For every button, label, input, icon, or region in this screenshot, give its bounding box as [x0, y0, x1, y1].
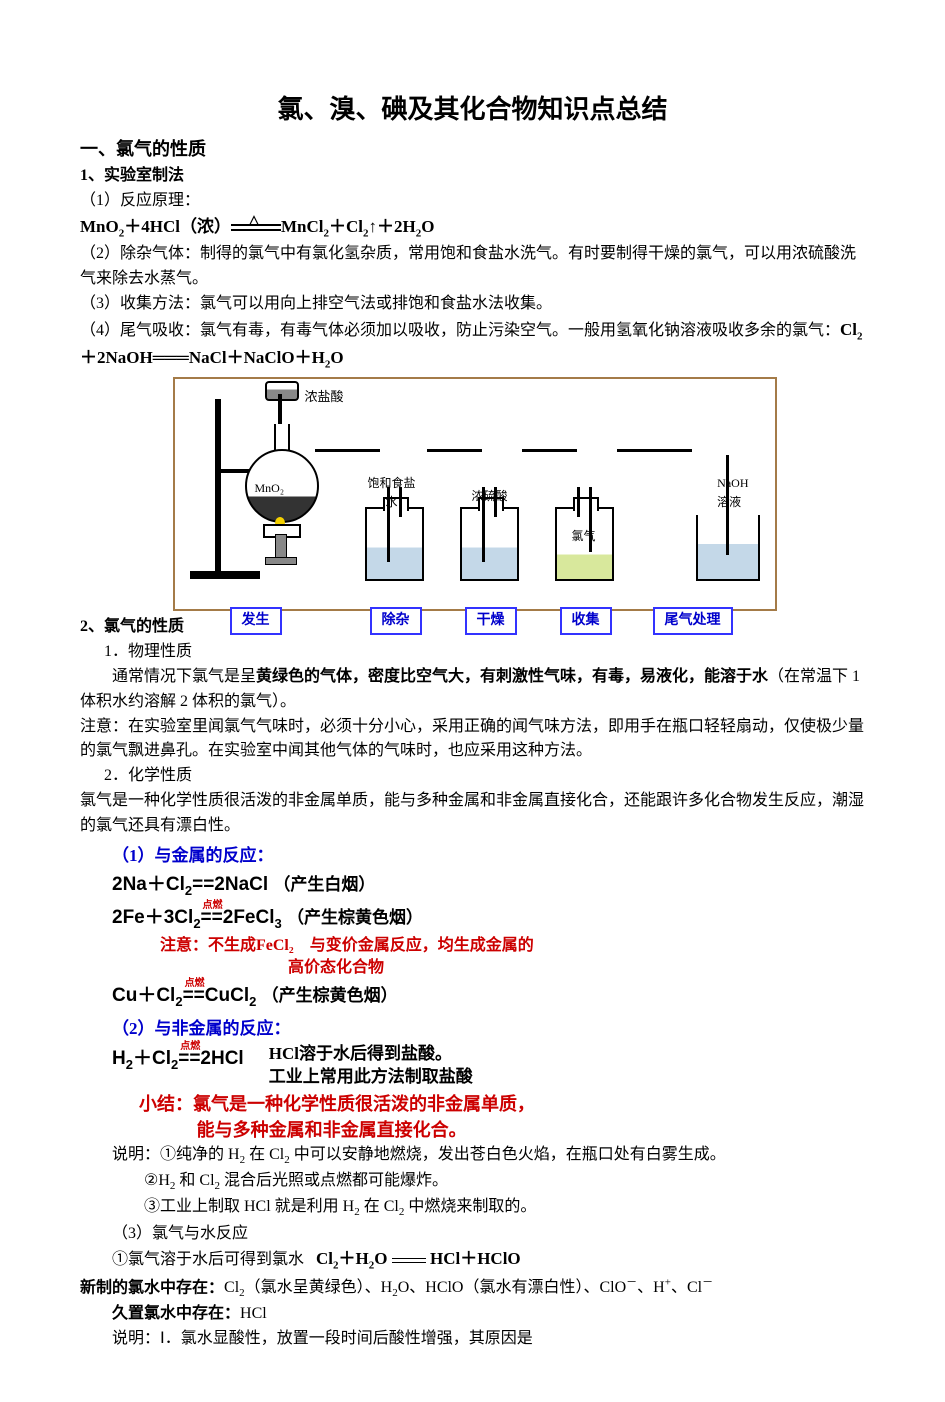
footer-collect: 收集	[560, 607, 612, 635]
document-page: 氯、溴、碘及其化合物知识点总结 一、氯气的性质 1、实验室制法 （1）反应原理：…	[0, 0, 945, 1402]
rxn-h2-row: H2＋Cl2==点燃2HCl HCl溶于水后得到盐酸。 工业上常用此方法制取盐酸	[112, 1043, 865, 1089]
explain-3: ③工业上制取 HCl 就是利用 H2 在 Cl2 中燃烧来制取的。	[80, 1195, 865, 1221]
chem-head: 2．化学性质	[80, 764, 865, 789]
chem-intro: 氯气是一种化学性质很活泼的非金属单质，能与多种金属和非金属直接化合，还能跟许多化…	[80, 789, 865, 839]
red-summary: 小结：氯气是一种化学性质很活泼的非金属单质， 能与多种金属和非金属直接化合。	[139, 1091, 865, 1143]
footer-purify: 除杂	[370, 607, 422, 635]
hcl-label: 浓盐酸	[305, 387, 344, 407]
doc-title: 氯、溴、碘及其化合物知识点总结	[80, 90, 865, 130]
phys-body: 通常情况下氯气是呈黄绿色的气体，密度比空气大，有刺激性气味，有毒，易液化，能溶于…	[80, 665, 865, 715]
footer-tail: 尾气处理	[653, 607, 733, 635]
gas-label: 氯气	[569, 527, 599, 546]
aged-line: 久置氯水中存在：HCl	[80, 1302, 865, 1327]
fresh-line: 新制的氯水中存在：Cl2（氯水呈黄绿色）、H2O、HClO（氯水有漂白性）、Cl…	[80, 1275, 865, 1303]
phys-head: 1．物理性质	[80, 640, 865, 665]
apparatus-diagram: MnO₂ 浓盐酸 饱和食盐水	[173, 377, 773, 611]
sub-1-heading: 1、实验室制法	[80, 164, 865, 189]
item-4-text: （4）尾气吸收：氯气有毒，有毒气体必须加以吸收，防止污染空气。一般用氢氧化钠溶液…	[80, 317, 865, 374]
h2-side1: HCl溶于水后得到盐酸。	[269, 1043, 473, 1066]
rxn-na: 2Na＋Cl2==2NaCl （产生白烟）	[112, 869, 865, 902]
red-note-fe: 注意：不生成FeCl₂ 与变价金属反应，均生成金属的 高价态化合物	[160, 935, 865, 980]
item-3-text: （3）收集方法：氯气可以用向上排空气法或排饱和食盐水法收集。	[80, 292, 865, 317]
rxn-fe: 2Fe＋3Cl2==点燃2FeCl3 （产生棕黄色烟）	[112, 902, 865, 935]
section-1-heading: 一、氯气的性质	[80, 136, 865, 164]
footer-dry: 干燥	[465, 607, 517, 635]
bottle2-label: 浓硫酸	[465, 487, 515, 506]
explain-1: 说明：①纯净的 H2 在 Cl2 中可以安静地燃烧，发出苍白色火焰，在瓶口处有白…	[80, 1143, 865, 1169]
reaction-block: （1）与金属的反应： 2Na＋Cl2==2NaCl （产生白烟） 2Fe＋3Cl…	[112, 843, 865, 1143]
water-line: ①氯气溶于水后可得到氯水 Cl2＋H2O HCl＋HClO	[80, 1246, 865, 1274]
h2-side2: 工业上常用此方法制取盐酸	[269, 1066, 473, 1089]
item-2-text: （2）除杂气体：制得的氯气中有氯化氢杂质，常用饱和食盐水洗气。有时要制得干燥的氯…	[80, 242, 865, 292]
mno2-label: MnO₂	[255, 479, 285, 498]
explain-water: 说明：Ⅰ．氯水显酸性，放置一段时间后酸性增强，其原因是	[80, 1327, 865, 1352]
rxn-cu: Cu＋Cl2==点燃CuCl2 （产生棕黄色烟）	[112, 980, 865, 1013]
item-1-label: （1）反应原理：	[80, 189, 865, 214]
equation-mno2: MnO2＋4HCl（浓）△MnCl2＋Cl2↑＋2H2O	[80, 214, 865, 242]
rxn1-head: （1）与金属的反应：	[112, 843, 865, 869]
explain-2: ②H2 和 Cl2 混合后光照或点燃都可能爆炸。	[80, 1169, 865, 1195]
bottle1-label: 饱和食盐水	[367, 474, 417, 511]
phys-note: 注意：在实验室里闻氯气气味时，必须十分小心，采用正确的闻气味方法，即用手在瓶口轻…	[80, 715, 865, 765]
rxn3-head: （3）氯气与水反应	[80, 1222, 865, 1247]
rxn2-head: （2）与非金属的反应：	[112, 1016, 865, 1042]
naoh-label: NaOH 溶液	[717, 474, 748, 511]
footer-gen: 发生	[230, 607, 282, 635]
